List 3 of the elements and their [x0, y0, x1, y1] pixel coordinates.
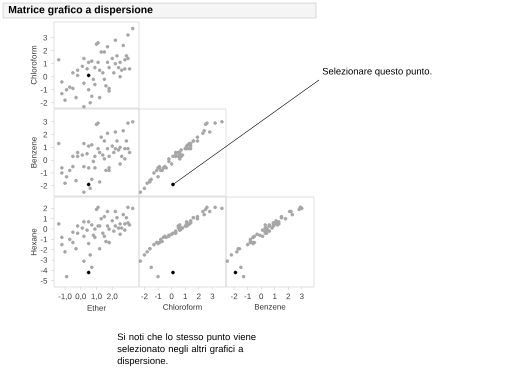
annotation: Selezionare questo punto.: [322, 68, 432, 76]
text: Si noti che lo stesso punto viene selezionato negli altri grafici a dispersione.: [117, 333, 256, 366]
chart-title: Matrice grafico a dispersione: [8, 6, 153, 16]
